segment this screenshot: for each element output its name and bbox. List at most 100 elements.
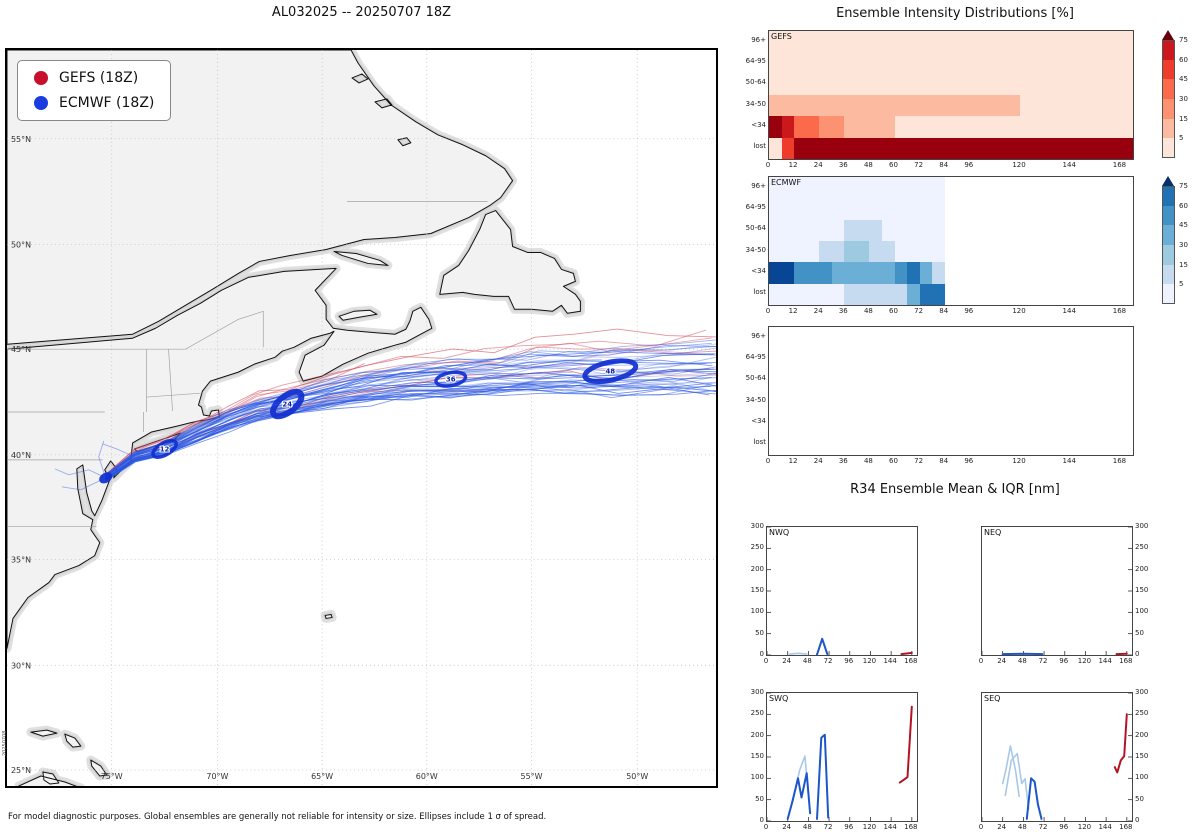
colorbar-frame — [1162, 40, 1175, 158]
ecmwf-track-line — [105, 389, 716, 482]
x-tick-label: 72 — [914, 307, 924, 315]
heatmap-cell — [982, 52, 996, 75]
r34-line — [900, 651, 913, 655]
colorbar-tick-label: 45 — [1179, 75, 1188, 84]
intensity-row-labels-ecmwf: 96+ 64-95 50-64 34-50 <34 lost — [736, 176, 766, 304]
r34-y-label: 50 — [1135, 628, 1144, 637]
x-tick-label: 0 — [765, 457, 771, 465]
heatmap-cell — [932, 219, 945, 242]
map-watermark: 20250708 — [2, 730, 8, 756]
heatmap-cell — [819, 241, 832, 263]
r34-y-label: 200 — [1135, 730, 1149, 739]
heatmap-cell — [944, 31, 958, 53]
r34-y-label: 300 — [1135, 688, 1149, 696]
r34-y-label: 100 — [750, 607, 764, 616]
ecmwf-track-line — [54, 468, 106, 479]
intensity-row-label: 96+ — [751, 181, 766, 190]
heatmap-cell — [894, 95, 908, 117]
heatmap-cell — [806, 198, 820, 221]
colorbar-band — [1162, 40, 1175, 61]
x-tick-label: 48 — [863, 457, 873, 465]
heatmap-cell — [907, 262, 920, 285]
heatmap-cell — [1045, 31, 1058, 53]
heatmap-cell — [769, 95, 782, 117]
colorbar-band — [1162, 245, 1175, 266]
heatmap-cell — [894, 73, 908, 96]
r34-y-label: 300 — [750, 688, 764, 696]
colorbar-band — [1162, 264, 1175, 285]
x-tick-label: 144 — [1062, 457, 1076, 465]
r34-panel-swq: SWQ — [766, 692, 918, 822]
lon-label: 75°W — [101, 772, 123, 781]
x-tick-label: 84 — [939, 307, 949, 315]
heatmap-cell — [794, 198, 807, 221]
heatmap-cell — [831, 198, 845, 221]
heatmap-cell — [869, 198, 883, 221]
heatmap-cell — [1095, 31, 1109, 53]
heatmap-cell — [944, 73, 958, 96]
heatmap-cell — [994, 116, 1008, 139]
x-tick-label: 168 — [904, 823, 918, 831]
heatmap-cell — [856, 283, 870, 305]
gefs-track-line — [105, 337, 712, 476]
x-tick-label: 72 — [914, 161, 924, 169]
heatmap-cell — [932, 73, 945, 96]
heatmap-cell — [1007, 116, 1021, 139]
heatmap-cell — [831, 95, 845, 117]
x-tick-label: 24 — [782, 823, 792, 831]
heatmap-cell — [869, 219, 883, 242]
heatmap-cell — [1057, 116, 1071, 139]
heatmap-cell — [806, 31, 820, 53]
heatmap-cell — [856, 116, 870, 139]
ecmwf-legend-label: ECMWF (18Z) — [59, 95, 155, 111]
heatmap-cell — [957, 52, 971, 75]
ecmwf-track-line — [61, 477, 106, 491]
heatmap-cell — [819, 198, 832, 221]
heatmap-cell — [1032, 116, 1046, 139]
heatmap-cell — [806, 52, 820, 75]
heatmap-cell — [769, 31, 782, 53]
r34-x-labels-swq: 0 24 48 72 96 120 144 168 — [764, 823, 918, 833]
x-tick-label: 120 — [1012, 161, 1026, 169]
heatmap-cell — [881, 31, 895, 53]
ecmwf-track-line — [105, 347, 716, 476]
intensity-heatmap-gefs: GEFS — [768, 30, 1134, 160]
intensity-row-label: lost — [753, 142, 766, 151]
gefs-legend-label: GEFS (18Z) — [59, 70, 139, 86]
r34-line — [1001, 745, 1020, 798]
spread-ellipse — [99, 472, 113, 484]
heatmap-cell — [781, 116, 795, 139]
heatmap-cell — [881, 241, 895, 263]
heatmap-cell — [894, 177, 908, 199]
heatmap-cell — [781, 241, 795, 263]
x-tick-label: 168 — [1112, 161, 1127, 169]
heatmap-cell — [881, 177, 895, 199]
intensity-row-label: 64-95 — [745, 57, 766, 65]
heatmap-cell — [907, 283, 920, 305]
x-tick-label: 72 — [1038, 823, 1048, 831]
heatmap-cell — [806, 116, 820, 139]
heatmap-cell — [969, 73, 983, 96]
heatmap-cell — [769, 262, 782, 285]
r34-y-label: 100 — [750, 773, 764, 782]
heatmap-cell — [781, 52, 795, 75]
heatmap-cell — [806, 137, 820, 159]
heatmap-cell — [1095, 52, 1109, 75]
heatmap-cell — [1045, 116, 1058, 139]
heatmap-cell — [869, 283, 883, 305]
r34-y-labels-neq: 0 50 100 150 200 250 300 — [1135, 522, 1159, 658]
heatmap-cell — [794, 283, 807, 305]
intensity-row-label: 64-95 — [745, 353, 766, 361]
x-tick-label: 24 — [997, 823, 1007, 831]
heatmap-cell — [1095, 73, 1109, 96]
heatmap-cell — [1070, 137, 1083, 159]
ecmwf-track-line — [105, 342, 712, 476]
intensity-row-label: 50-64 — [745, 78, 766, 87]
heatmap-cell — [894, 283, 908, 305]
heatmap-cell — [856, 137, 870, 159]
heatmap-cell — [819, 31, 832, 53]
heatmap-cell — [881, 198, 895, 221]
ellipse-hour-label: 24 — [282, 401, 292, 409]
heatmap-cell — [932, 95, 945, 117]
heatmap-cell — [1020, 31, 1033, 53]
